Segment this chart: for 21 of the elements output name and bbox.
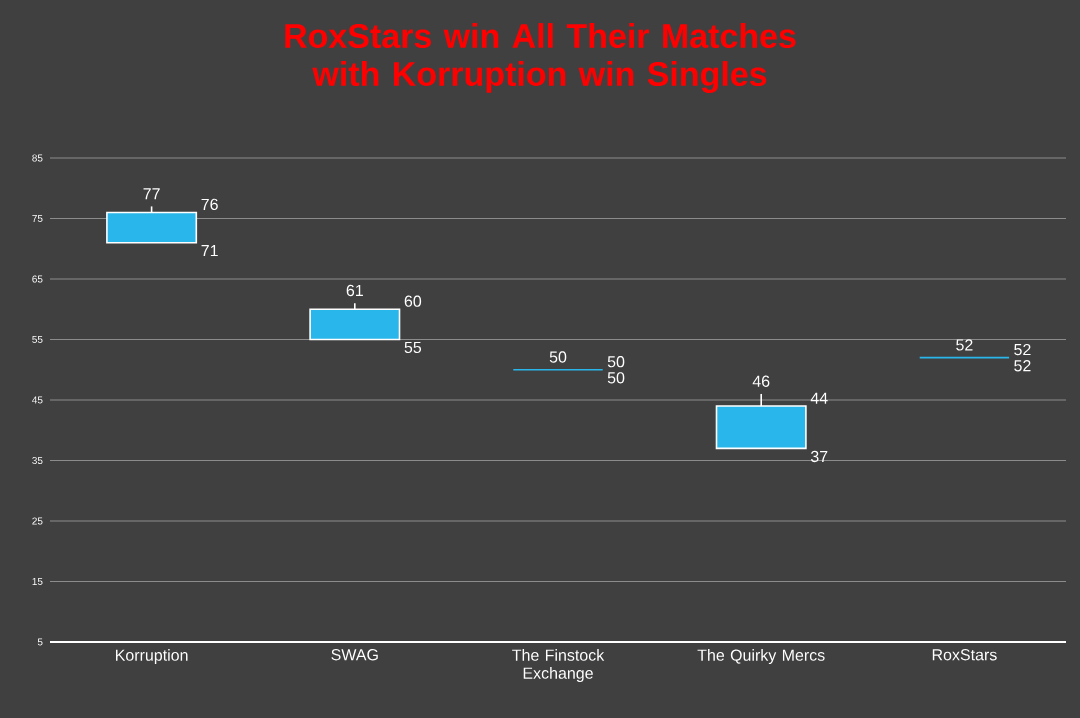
text: 61 (346, 284, 363, 297)
text: 71 (201, 245, 218, 257)
x-tick-label: Korruption (116, 649, 188, 664)
text: 50 (607, 356, 625, 368)
chart-title: RoxStars win All Their Matches with Korruption win Singles (285, 23, 796, 93)
text: 44 (810, 392, 828, 404)
text: 52 (1014, 360, 1031, 372)
text: 76 (201, 198, 218, 211)
text: 52 (956, 339, 973, 351)
text: 77 (143, 188, 160, 200)
x-tick-label: RoxStars (932, 649, 997, 661)
text: 60 (404, 295, 422, 307)
text: 55 (404, 341, 422, 354)
text: 50 (549, 351, 567, 363)
x-tick-label: The Quirky Mercs (697, 649, 825, 664)
text: 37 (810, 450, 828, 463)
x-tick-label: The Finstock Exchange (512, 649, 605, 682)
text: 46 (752, 375, 770, 387)
text: 50 (607, 372, 625, 384)
x-tick-label: SWAG (331, 649, 378, 661)
text: 52 (1014, 343, 1031, 356)
